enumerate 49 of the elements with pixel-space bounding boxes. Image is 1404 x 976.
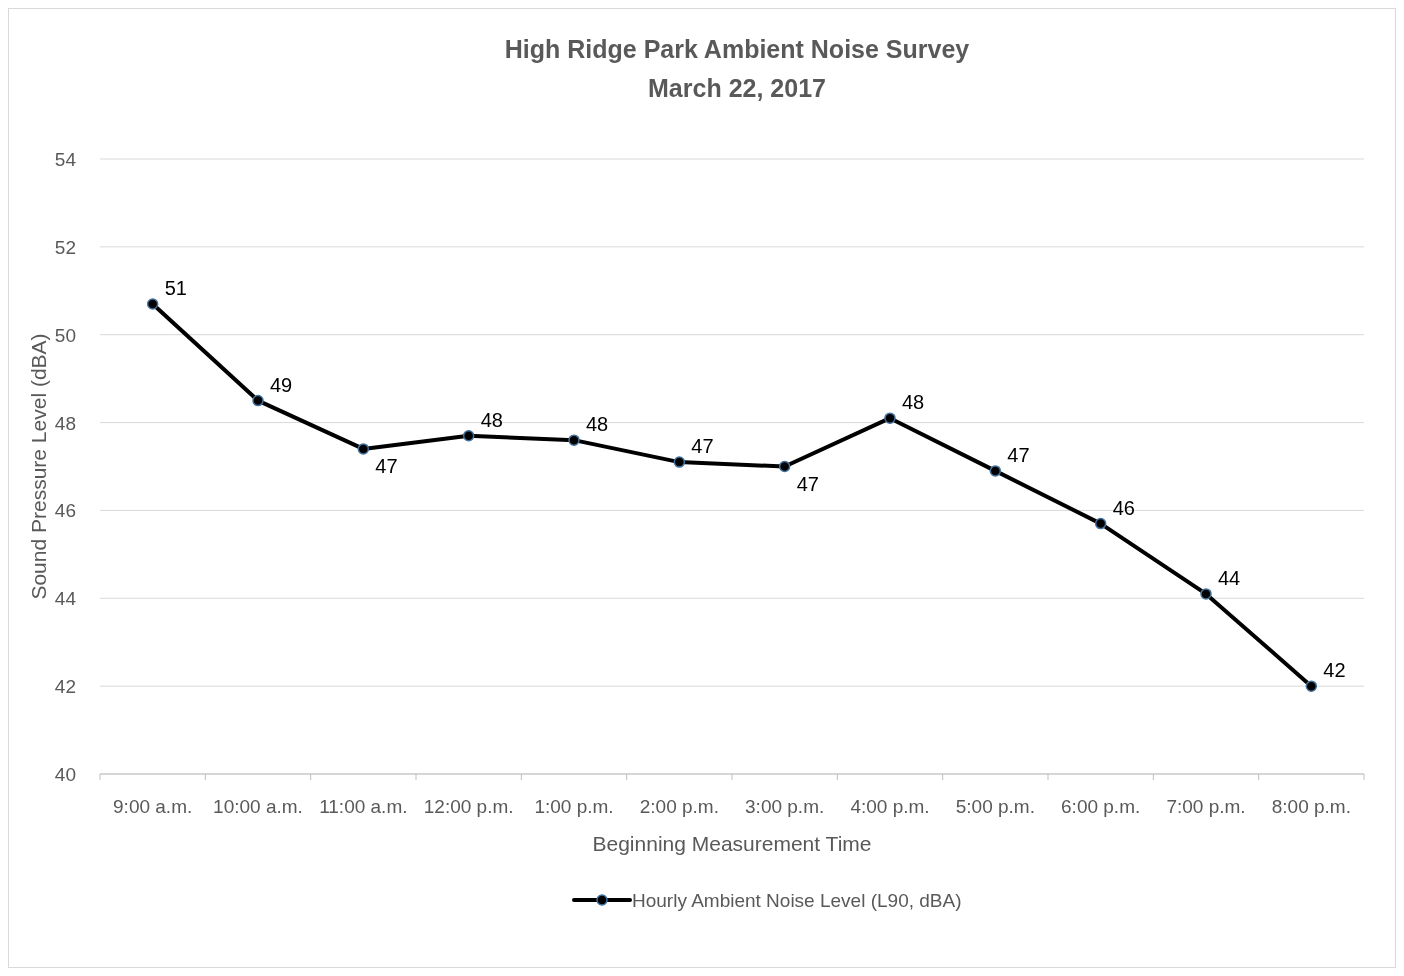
point [252, 394, 264, 407]
y-tick-label: 40 [54, 764, 76, 785]
data-label: 47 [796, 472, 819, 495]
data-label: 48 [480, 408, 503, 431]
y-tick-label: 54 [54, 149, 77, 170]
y-tick-label: 52 [54, 236, 76, 258]
point [1200, 588, 1212, 600]
x-tick-label: 2:00 p.m. [639, 796, 719, 817]
x-tick-label: 6:00 p.m. [1061, 796, 1141, 817]
x-tick-label: 4:00 p.m. [850, 796, 930, 817]
x-tick-label: 12:00 p.m. [423, 796, 514, 817]
y-tick-label: 48 [54, 412, 76, 434]
point [568, 434, 580, 446]
point [778, 460, 791, 473]
x-tick-label: 10:00 a.m. [213, 796, 303, 817]
y-axis-title: Sound Pressure Level (dBA) [27, 333, 50, 600]
point [357, 443, 370, 455]
data-label: 47 [1007, 443, 1030, 466]
data-label: 48 [586, 413, 609, 436]
chart-title: High Ridge Park Ambient Noise Survey [504, 35, 970, 63]
data-label: 47 [375, 454, 398, 477]
legend-label: Hourly Ambient Noise Level (L90, dBA) [632, 890, 962, 911]
x-tick-label: 7:00 p.m. [1166, 796, 1246, 817]
y-tick-label: 44 [54, 588, 77, 610]
y-tick-label: 42 [54, 676, 76, 698]
data-label: 44 [1218, 566, 1241, 589]
x-tick-label: 1:00 p.m. [534, 796, 614, 817]
x-tick-label: 5:00 p.m. [955, 796, 1035, 817]
data-label: 46 [1112, 496, 1135, 519]
chart-subtitle: March 22, 2017 [648, 74, 826, 102]
point [884, 412, 896, 424]
point [1094, 517, 1107, 530]
x-tick-label: 11:00 a.m. [319, 796, 408, 817]
x-tick-label: 9:00 a.m. [113, 796, 193, 817]
point [989, 465, 1002, 477]
data-label: 49 [270, 373, 293, 396]
point [462, 430, 475, 442]
data-label: 51 [164, 276, 187, 299]
x-tick-label: 3:00 p.m. [745, 796, 825, 817]
x-tick-label: 8:00 p.m. [1271, 796, 1351, 817]
data-label: 42 [1323, 659, 1346, 682]
data-label: 48 [902, 391, 925, 414]
point [673, 456, 686, 468]
y-tick-label: 46 [54, 500, 76, 522]
y-tick-label: 50 [54, 324, 76, 346]
point [146, 298, 159, 310]
x-axis-title: Beginning Measurement Time [592, 832, 872, 855]
data-label: 47 [691, 435, 714, 458]
point [1305, 680, 1318, 692]
